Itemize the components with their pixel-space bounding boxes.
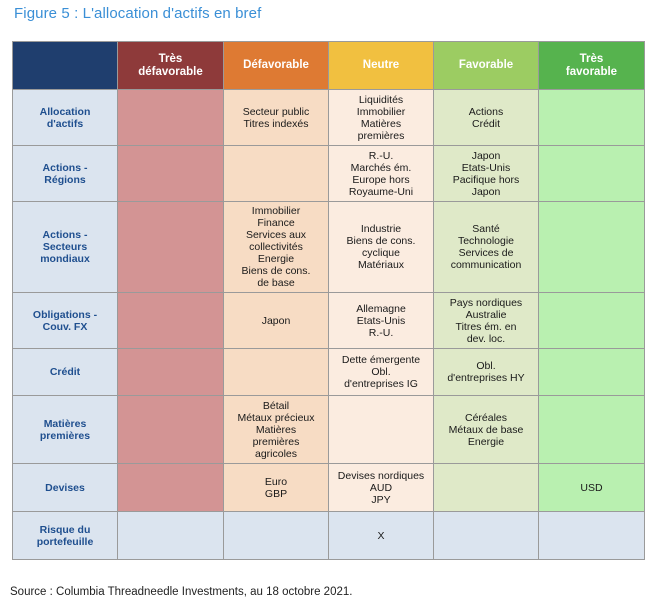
cell-defavorable: Japon [223,292,329,349]
row-label-obligations: Obligations - Couv. FX [12,292,118,349]
cell-neutre [328,395,434,464]
table-row: Crédit Dette émergente Obl. d'entreprises … [12,348,645,396]
cell-tres-favorable [538,145,645,202]
cell-neutre: Industrie Biens de cons. cyclique Matériaux [328,201,434,293]
cell-tres-defavorable [117,348,224,396]
row-label-allocation: Allocation d'actifs [12,89,118,146]
table-row: Devises Euro GBP Devises nordiques AUD JPY … [12,463,645,512]
cell-favorable [433,463,539,512]
row-label-credit: Crédit [12,348,118,396]
cell-tres-defavorable [117,201,224,293]
cell-tres-defavorable [117,89,224,146]
cell-favorable: Actions Crédit [433,89,539,146]
header-neutre: Neutre [328,41,434,90]
cell-tres-favorable [538,511,645,560]
cell-favorable [433,511,539,560]
header-favorable: Favorable [433,41,539,90]
cell-defavorable [223,348,329,396]
source-note: Source : Columbia Threadneedle Investmen… [10,586,353,598]
cell-tres-favorable [538,89,645,146]
header-defavorable: Défavorable [223,41,329,90]
cell-tres-favorable [538,201,645,293]
cell-tres-favorable [538,348,645,396]
header-row: Très défavorable Défavorable Neutre Favor… [12,41,645,90]
table-row: Risque du portefeuille X [12,511,645,560]
cell-tres-favorable [538,292,645,349]
cell-neutre: Allemagne Etats-Unis R.-U. [328,292,434,349]
cell-tres-favorable [538,395,645,464]
row-label-actions-secteurs: Actions - Secteurs mondiaux [12,201,118,293]
cell-neutre: Devises nordiques AUD JPY [328,463,434,512]
cell-neutre: Dette émergente Obl. d'entreprises IG [328,348,434,396]
cell-favorable: Japon Etats-Unis Pacifique hors Japon [433,145,539,202]
row-label-actions-regions: Actions - Régions [12,145,118,202]
cell-defavorable [223,511,329,560]
cell-tres-defavorable [117,292,224,349]
row-label-matieres: Matières premières [12,395,118,464]
header-tres-favorable: Très favorable [538,41,645,90]
allocation-table: Très défavorable Défavorable Neutre Favor… [12,41,645,560]
cell-tres-defavorable [117,463,224,512]
header-corner [12,41,118,90]
cell-defavorable: Euro GBP [223,463,329,512]
cell-defavorable: Secteur public Titres indexés [223,89,329,146]
table-row: Matières premières Bétail Métaux précieux M… [12,395,645,464]
cell-defavorable [223,145,329,202]
cell-favorable: Céréales Métaux de base Energie [433,395,539,464]
cell-tres-defavorable [117,395,224,464]
figure-title: Figure 5 : L'allocation d'actifs en bref [14,5,262,22]
table-row: Actions - Secteurs mondiaux Immobilier Fina… [12,201,645,293]
row-label-devises: Devises [12,463,118,512]
cell-defavorable: Immobilier Finance Services aux collectivit… [223,201,329,293]
cell-favorable: Pays nordiques Australie Titres ém. en dev.… [433,292,539,349]
table-row: Obligations - Couv. FX Japon Allemagne Eta… [12,292,645,349]
cell-neutre: R.-U. Marchés ém. Europe hors Royaume-Uni [328,145,434,202]
row-label-risque: Risque du portefeuille [12,511,118,560]
cell-defavorable: Bétail Métaux précieux Matières premières ag… [223,395,329,464]
cell-tres-defavorable [117,511,224,560]
cell-tres-favorable: USD [538,463,645,512]
header-tres-defavorable: Très défavorable [117,41,224,90]
cell-favorable: Obl. d'entreprises HY [433,348,539,396]
table-row: Allocation d'actifs Secteur public Titres … [12,89,645,146]
cell-tres-defavorable [117,145,224,202]
table-row: Actions - Régions R.-U. Marchés ém. Europe … [12,145,645,202]
cell-neutre: X [328,511,434,560]
cell-neutre: Liquidités Immobilier Matières premières [328,89,434,146]
cell-favorable: Santé Technologie Services de communication [433,201,539,293]
